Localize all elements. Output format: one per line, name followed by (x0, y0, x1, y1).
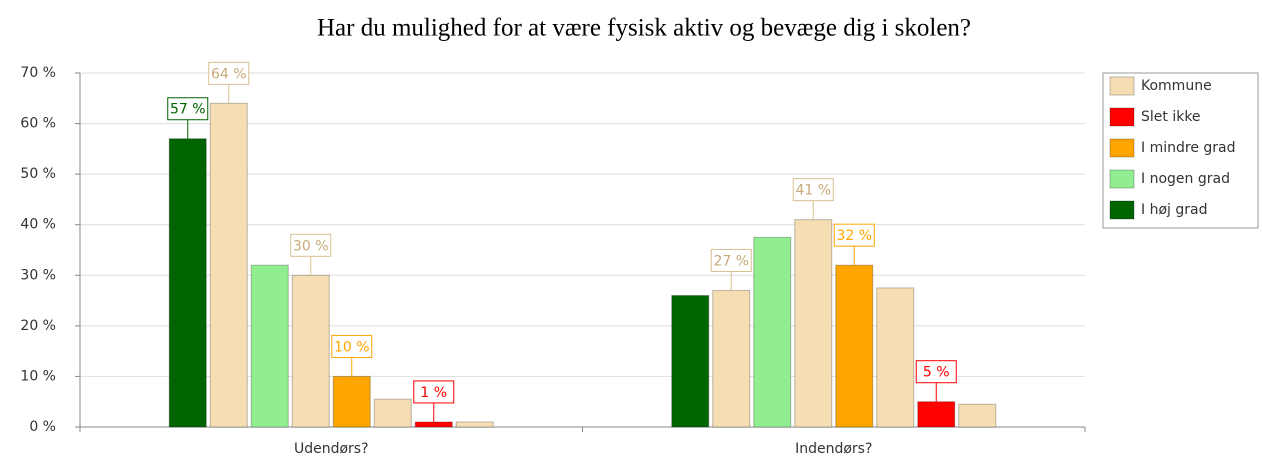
data-label: 57 % (170, 102, 206, 118)
legend-swatch (1109, 200, 1135, 220)
legend-label: I nogen grad (1141, 171, 1230, 187)
x-tick-label: Udendørs? (294, 441, 369, 457)
y-tick-label: 60 % (20, 116, 56, 132)
bar (291, 274, 330, 428)
bar (794, 219, 833, 428)
bar (455, 421, 494, 428)
y-tick-label: 20 % (20, 318, 56, 334)
legend-label: I mindre grad (1141, 140, 1236, 156)
data-label: 27 % (713, 253, 749, 269)
data-label: 1 % (420, 385, 447, 401)
chart-title: Har du mulighed for at være fysisk aktiv… (317, 15, 971, 42)
y-tick-label: 0 % (29, 419, 56, 435)
bar (712, 289, 751, 428)
legend-label: I høj grad (1141, 202, 1207, 218)
label-box (915, 360, 957, 384)
data-label: 64 % (211, 66, 247, 82)
bar (250, 264, 289, 428)
data-label: 5 % (923, 365, 950, 381)
bar (917, 401, 956, 428)
label-box (167, 97, 209, 121)
legend-label: Kommune (1141, 78, 1212, 94)
y-tick-label: 50 % (20, 166, 56, 182)
label-box (208, 61, 250, 85)
y-tick-label: 30 % (20, 267, 56, 283)
label-box (792, 178, 834, 202)
bar (373, 398, 412, 428)
bar (209, 102, 248, 428)
data-label: 41 % (795, 183, 831, 199)
label-box (331, 334, 373, 358)
label-box (290, 233, 332, 257)
bar (876, 287, 915, 428)
bar (332, 375, 371, 428)
legend-swatch (1109, 138, 1135, 158)
data-label: 32 % (836, 228, 872, 244)
bar (671, 295, 710, 428)
bar (753, 236, 792, 428)
bar (835, 264, 874, 428)
bar (958, 403, 997, 428)
bar (168, 138, 207, 428)
legend-swatch (1109, 76, 1135, 96)
data-label: 30 % (293, 238, 329, 254)
y-tick-label: 70 % (20, 65, 56, 81)
legend-swatch (1109, 169, 1135, 189)
label-box (833, 223, 875, 247)
legend-label: Slet ikke (1141, 109, 1201, 125)
label-box (413, 380, 455, 404)
y-tick-label: 40 % (20, 217, 56, 233)
x-tick-label: Indendørs? (795, 441, 872, 457)
data-label: 10 % (334, 339, 370, 355)
y-tick-label: 10 % (20, 368, 56, 384)
legend-swatch (1109, 107, 1135, 127)
label-box (710, 248, 752, 272)
bar (414, 421, 453, 428)
